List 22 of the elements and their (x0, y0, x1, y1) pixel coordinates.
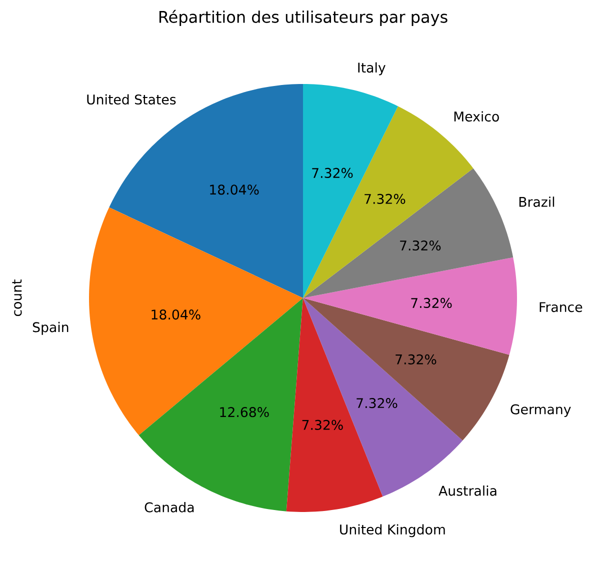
data-label: 7.32% (356, 398, 398, 408)
data-label: 7.32% (312, 168, 353, 178)
data-label: 12.68% (220, 407, 269, 418)
chart-title: Répartition des utilisateurs par pays (159, 10, 448, 26)
data-label: 7.32% (364, 194, 406, 204)
slice-label: Italy (358, 62, 386, 76)
slice-label: Mexico (454, 111, 499, 122)
data-label: 18.04% (210, 184, 259, 195)
data-label: 7.32% (396, 354, 436, 364)
data-label: 7.32% (302, 420, 343, 430)
slice-label: Germany (510, 404, 571, 417)
slice-label: Brazil (519, 196, 554, 207)
slice-label: United States (87, 94, 176, 105)
data-label: 7.32% (400, 240, 441, 251)
slice-label: Australia (438, 485, 496, 496)
data-label: 7.32% (411, 298, 452, 308)
slice-label: United Kingdom (340, 524, 445, 538)
data-label: 18.04% (152, 310, 200, 320)
slice-label: Canada (144, 502, 194, 512)
slice-label: Spain (32, 322, 68, 335)
text: count (12, 279, 22, 316)
slice-label: France (540, 302, 582, 312)
